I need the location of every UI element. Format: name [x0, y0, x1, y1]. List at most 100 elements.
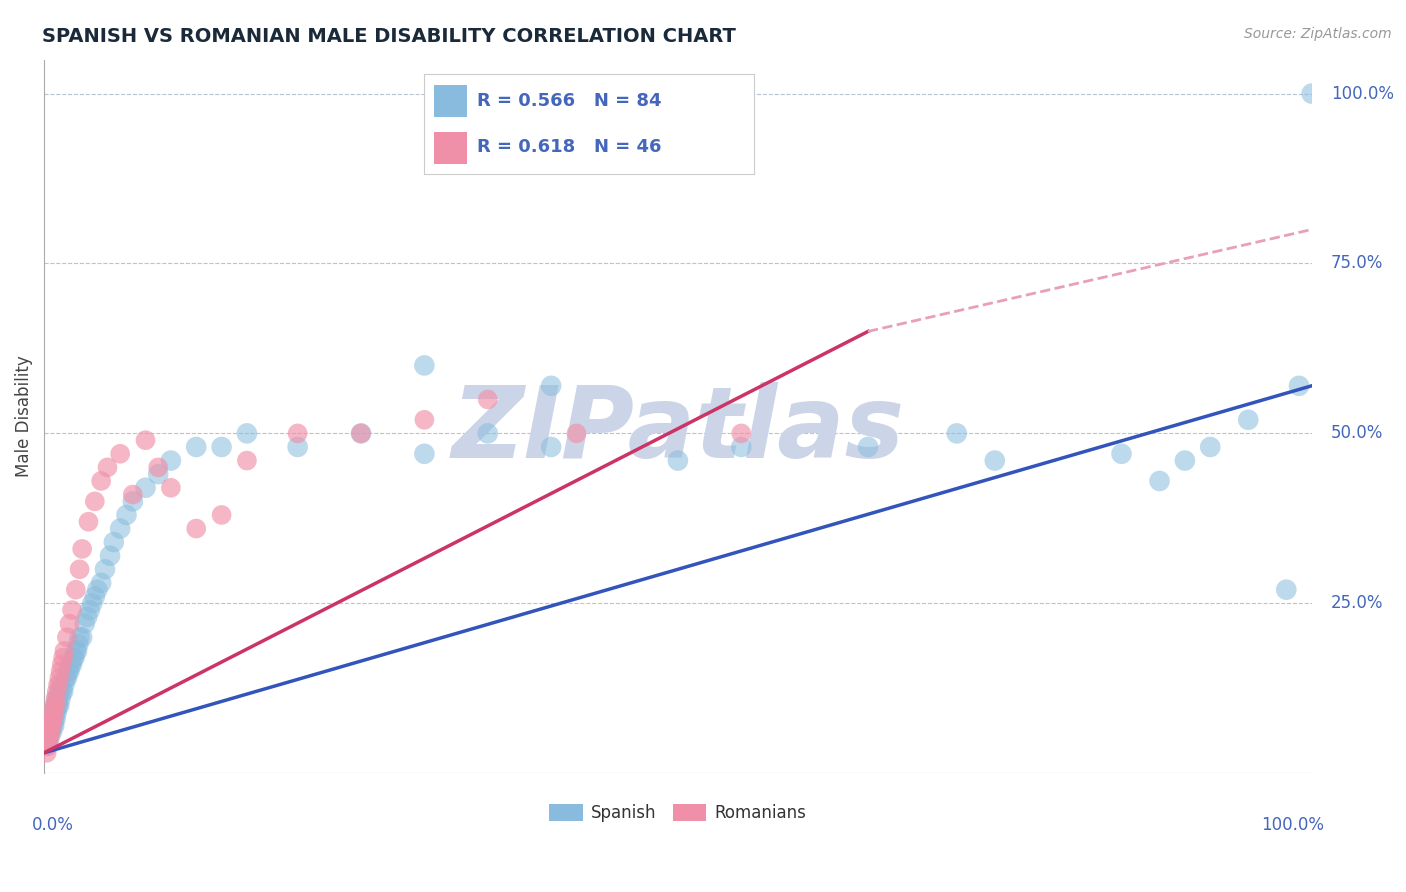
Point [38, 718, 60, 732]
Point [148, 460, 170, 475]
Point [41, 712, 63, 726]
Point [666, 453, 689, 467]
Point [1111, 447, 1133, 461]
Point [90, 575, 112, 590]
Point [46, 698, 69, 713]
Point [65, 644, 87, 658]
Point [35, 739, 58, 753]
Point [49, 678, 72, 692]
Point [160, 453, 183, 467]
Point [67, 637, 90, 651]
Point [565, 426, 588, 441]
Point [48, 671, 70, 685]
Point [44, 712, 66, 726]
Point [1275, 582, 1298, 597]
Point [55, 671, 77, 685]
Point [134, 481, 156, 495]
Point [51, 657, 73, 672]
Point [46, 691, 69, 706]
Point [730, 426, 752, 441]
Point [49, 665, 72, 679]
Point [186, 440, 208, 454]
Point [70, 541, 93, 556]
Text: 0.0%: 0.0% [31, 816, 73, 834]
Point [103, 535, 125, 549]
Point [44, 712, 66, 726]
Text: SPANISH VS ROMANIAN MALE DISABILITY CORRELATION CHART: SPANISH VS ROMANIAN MALE DISABILITY CORR… [42, 27, 737, 45]
Point [56, 671, 79, 685]
Point [63, 650, 86, 665]
Point [44, 718, 66, 732]
Point [186, 522, 208, 536]
Point [79, 603, 101, 617]
Point [287, 440, 309, 454]
Point [41, 712, 63, 726]
Point [82, 596, 104, 610]
Point [37, 725, 59, 739]
Point [45, 705, 67, 719]
Point [477, 392, 499, 407]
Point [37, 739, 59, 753]
Point [69, 630, 91, 644]
Point [35, 746, 58, 760]
Point [134, 433, 156, 447]
Point [53, 644, 76, 658]
Point [39, 718, 62, 732]
Point [38, 732, 60, 747]
Point [41, 725, 63, 739]
Point [83, 590, 105, 604]
Point [413, 447, 436, 461]
Point [1174, 453, 1197, 467]
Point [730, 440, 752, 454]
Point [287, 426, 309, 441]
Point [350, 426, 373, 441]
Point [83, 494, 105, 508]
Point [59, 657, 82, 672]
Point [856, 440, 879, 454]
Point [86, 582, 108, 597]
Point [1288, 379, 1310, 393]
Point [44, 705, 66, 719]
Text: 75.0%: 75.0% [1330, 254, 1384, 272]
Point [41, 718, 63, 732]
Point [90, 474, 112, 488]
Text: 100.0%: 100.0% [1330, 85, 1393, 103]
Point [77, 515, 100, 529]
Point [58, 665, 80, 679]
Point [48, 684, 70, 698]
Point [413, 359, 436, 373]
Point [60, 657, 83, 672]
Point [51, 684, 73, 698]
Point [49, 691, 72, 706]
Point [945, 426, 967, 441]
Point [39, 725, 62, 739]
Point [45, 684, 67, 698]
Point [148, 467, 170, 482]
Point [69, 562, 91, 576]
Y-axis label: Male Disability: Male Disability [15, 356, 32, 477]
Point [236, 453, 259, 467]
Legend: Spanish, Romanians: Spanish, Romanians [543, 797, 813, 829]
Point [39, 712, 62, 726]
Point [1301, 87, 1323, 101]
Point [45, 691, 67, 706]
Point [211, 508, 233, 522]
Text: 50.0%: 50.0% [1330, 425, 1384, 442]
Point [211, 440, 233, 454]
Point [42, 705, 65, 719]
Point [115, 508, 138, 522]
Point [38, 732, 60, 747]
Text: Source: ZipAtlas.com: Source: ZipAtlas.com [1244, 27, 1392, 41]
Point [94, 562, 117, 576]
Point [65, 582, 87, 597]
Point [540, 440, 562, 454]
Point [52, 650, 75, 665]
Point [41, 718, 63, 732]
Point [413, 413, 436, 427]
Point [108, 522, 131, 536]
Point [121, 494, 143, 508]
Point [39, 725, 62, 739]
Point [236, 426, 259, 441]
Point [66, 644, 89, 658]
Point [73, 616, 96, 631]
